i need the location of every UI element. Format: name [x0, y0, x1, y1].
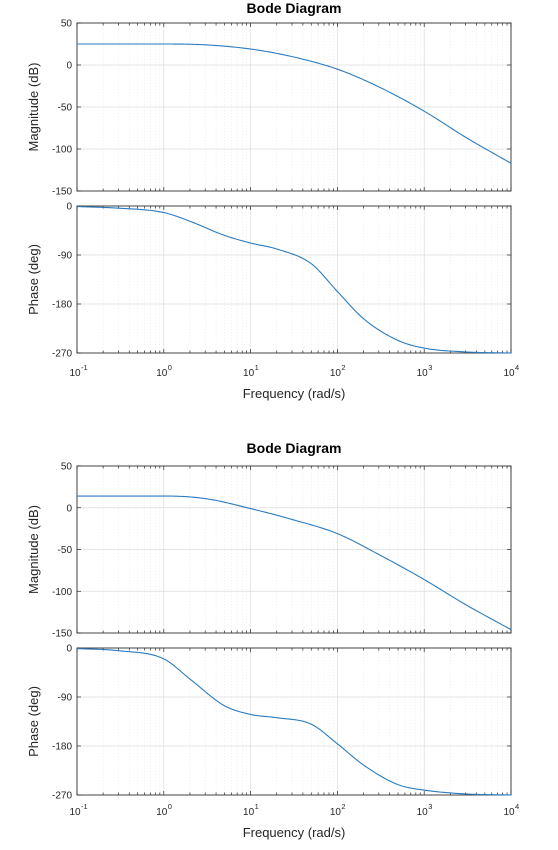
- phase-axes: [76, 647, 512, 796]
- magnitude-axis-label: Magnitude (dB): [26, 63, 41, 152]
- magnitude-y-tick-label: -100: [52, 145, 72, 156]
- x-tick-exponent: 1: [255, 802, 259, 811]
- phase-y-tick-label: -180: [52, 300, 72, 311]
- x-axis-label: Frequency (rad/s): [243, 386, 346, 401]
- x-tick-label: 10: [503, 368, 515, 379]
- phase-y-tick-label: -270: [52, 791, 72, 802]
- phase-curve: [76, 205, 512, 354]
- x-tick-label: 10: [417, 368, 429, 379]
- x-tick-exponent: 3: [428, 363, 432, 372]
- magnitude-y-tick-label: -50: [58, 103, 73, 114]
- magnitude-y-tick-label: 50: [61, 19, 73, 30]
- magnitude-y-tick-label: 0: [66, 61, 72, 72]
- phase-curve: [76, 647, 512, 796]
- x-tick-label: 10: [69, 368, 81, 379]
- magnitude-y-tick-label: -50: [58, 545, 73, 556]
- magnitude-axes-border: [76, 22, 512, 192]
- magnitude-y-tick-label: -150: [52, 187, 72, 198]
- x-tick-exponent: 4: [515, 802, 519, 811]
- magnitude-axis-label: Magnitude (dB): [26, 505, 41, 594]
- x-tick-label: 10: [243, 807, 255, 818]
- x-tick-exponent: 0: [168, 802, 172, 811]
- phase-axis-label: Phase (deg): [26, 244, 41, 315]
- magnitude-axes-border: [76, 465, 512, 634]
- x-tick-label: 10: [69, 807, 81, 818]
- x-tick-exponent: 2: [341, 363, 345, 372]
- chart-title: Bode Diagram: [247, 0, 342, 16]
- phase-axis-label: Phase (deg): [26, 686, 41, 757]
- x-tick-exponent: 0: [168, 363, 172, 372]
- phase-y-tick-label: -90: [58, 693, 73, 704]
- phase-axes: [76, 205, 512, 354]
- x-tick-exponent: 1: [255, 363, 259, 372]
- phase-axes-border: [76, 647, 512, 796]
- phase-y-tick-label: -270: [52, 349, 72, 360]
- phase-y-tick-label: -180: [52, 742, 72, 753]
- x-tick-exponent: -1: [81, 802, 88, 811]
- magnitude-y-tick-label: 50: [61, 462, 73, 473]
- magnitude-y-tick-label: -150: [52, 629, 72, 640]
- x-axis-label: Frequency (rad/s): [243, 825, 346, 840]
- chart-title: Bode Diagram: [247, 440, 342, 456]
- x-tick-exponent: 2: [341, 802, 345, 811]
- magnitude-y-tick-label: 0: [66, 503, 72, 514]
- magnitude-y-tick-label: -100: [52, 587, 72, 598]
- magnitude-curve: [77, 43, 512, 164]
- phase-y-tick-label: 0: [66, 202, 72, 213]
- x-tick-label: 10: [417, 807, 429, 818]
- x-tick-exponent: -1: [81, 363, 88, 372]
- x-tick-exponent: 4: [515, 363, 519, 372]
- x-tick-exponent: 3: [428, 802, 432, 811]
- phase-y-tick-label: 0: [66, 644, 72, 655]
- x-tick-label: 10: [156, 807, 168, 818]
- x-tick-label: 10: [243, 368, 255, 379]
- x-tick-label: 10: [156, 368, 168, 379]
- x-tick-label: 10: [503, 807, 515, 818]
- x-tick-label: 10: [330, 807, 342, 818]
- phase-axes-border: [76, 205, 512, 354]
- x-tick-label: 10: [330, 368, 342, 379]
- phase-y-tick-label: -90: [58, 251, 73, 262]
- magnitude-curve: [77, 495, 512, 631]
